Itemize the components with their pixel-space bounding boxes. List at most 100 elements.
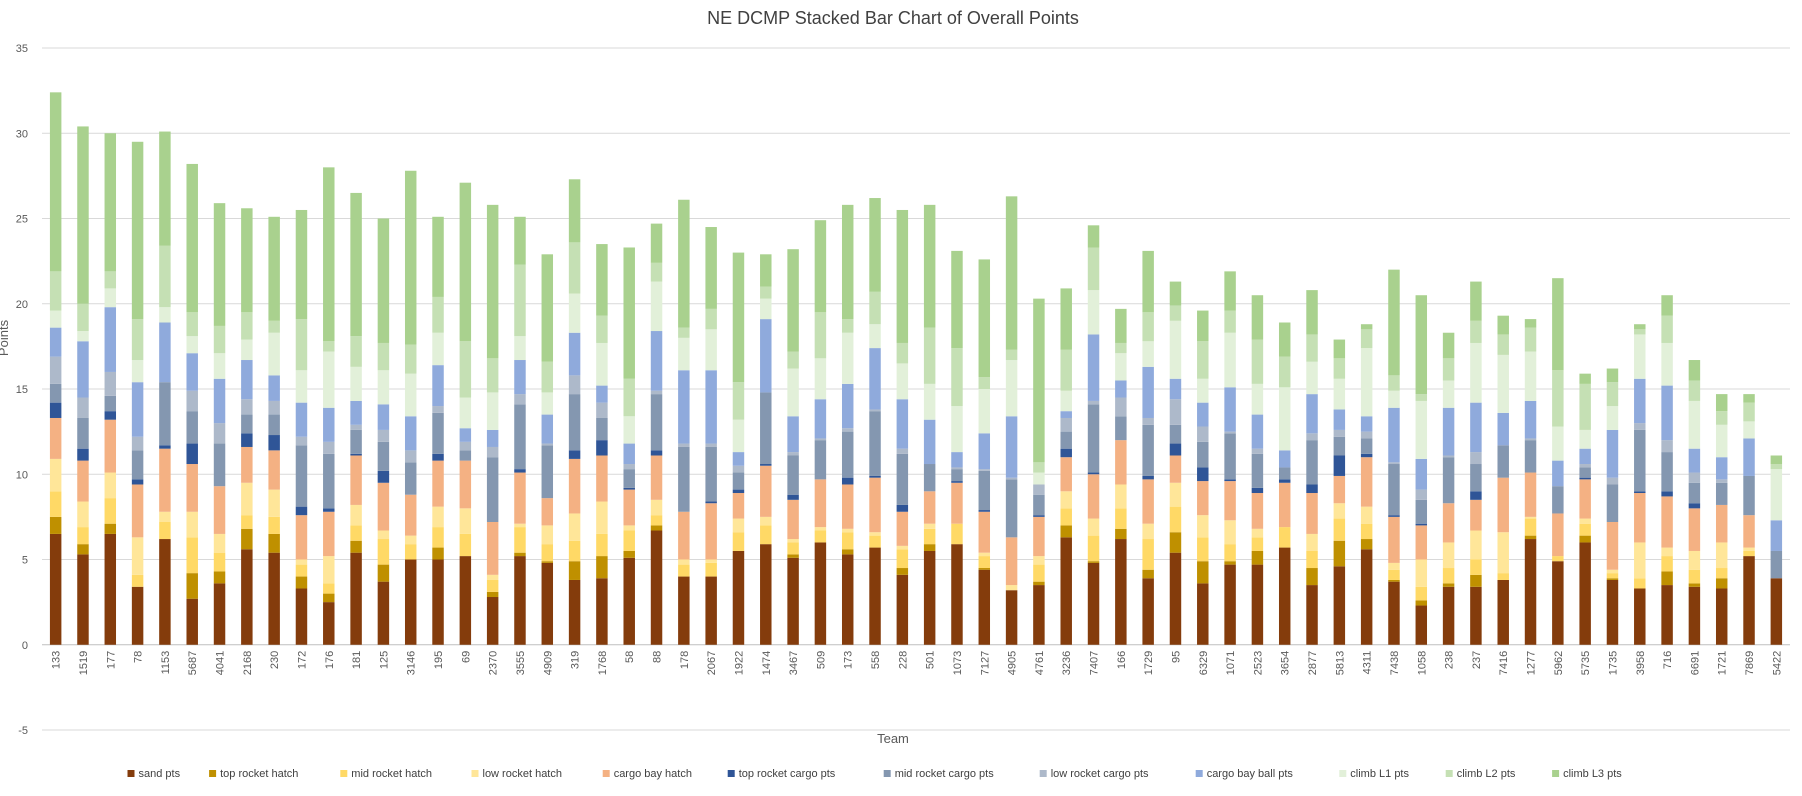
bar-segment [1415,586,1428,601]
bar-segment [186,598,198,645]
bar-segment [1415,400,1428,459]
bar-segment [1497,532,1509,574]
bar-segment [1415,523,1428,526]
bar-segment [159,382,171,446]
bar-segment [131,319,144,361]
bar-stack [678,199,690,645]
legend-label: low rocket cargo pts [1051,768,1149,780]
bar-segment [732,452,745,466]
bar-segment [49,417,62,459]
bar-segment [1634,334,1646,379]
bar-segment [896,511,909,546]
bar-segment [978,552,991,557]
bar-segment [1224,431,1236,434]
bar-segment [1197,481,1209,516]
bar-segment [1005,585,1018,591]
bar-segment [1388,579,1400,582]
bar-segment [77,554,89,645]
legend-label: climb L2 pts [1457,768,1516,780]
bar-segment [541,498,554,526]
bar-segment [1251,564,1264,645]
bar-segment [1497,477,1509,533]
bar-segment [1743,475,1755,516]
bar-segment [1470,464,1482,492]
bar-segment [787,539,799,543]
bar-stack [650,223,663,645]
bar-segment [951,250,963,349]
bar-segment [1388,581,1400,645]
bar-segment [1005,590,1018,645]
bar-segment [1169,506,1182,533]
legend-label: mid rocket cargo pts [895,768,995,780]
bar-segment [1470,452,1482,465]
bar-segment [1415,394,1428,401]
bar-segment [1224,310,1236,333]
bar-segment [159,521,171,540]
bar-segment [1278,322,1291,357]
bar-segment [1169,532,1182,553]
legend-label: sand pts [139,768,181,780]
bar-segment [295,436,308,446]
bar-segment [1442,586,1455,645]
bar-stack [1060,288,1072,645]
bar-segment [1306,334,1318,362]
x-tick-label: 6329 [1198,651,1210,675]
bar-segment [514,336,526,361]
bar-segment [896,209,909,343]
x-tick-label: 166 [1116,651,1128,669]
bar-segment [350,525,362,541]
legend-swatch [1195,770,1203,777]
bar-segment [295,209,308,320]
bar-segment [1579,467,1591,478]
y-tick-label: 25 [16,214,28,226]
bar-segment [1278,450,1291,468]
bar-segment [459,341,472,398]
bar-segment [541,445,554,499]
bar-segment [1743,515,1755,548]
bar-segment [1005,477,1018,480]
bar-segment [404,535,417,545]
bar-stack [1388,269,1400,645]
bar-segment [1688,583,1701,587]
bar-stack [295,209,308,645]
bar-segment [1005,416,1018,478]
y-tick-label: 10 [16,469,28,481]
bar-stack [869,198,881,645]
bar-segment [186,411,198,444]
bar-segment [1388,516,1400,563]
bar-segment [486,591,499,598]
bar-segment [541,544,554,562]
bar-stack [896,209,909,645]
bar-segment [1470,559,1482,575]
bar-segment [1634,588,1646,645]
bar-segment [486,429,499,447]
bar-segment [869,291,881,325]
bar-segment [596,315,608,343]
bar-segment [1442,583,1455,587]
bar-segment [568,332,581,376]
bar-segment [459,533,472,557]
bar-segment [678,370,690,444]
bar-segment [186,511,198,538]
bar-segment [213,443,226,487]
bar-segment [1360,416,1373,432]
bar-segment [1251,537,1264,551]
bar-segment [1415,458,1428,490]
bar-segment [323,407,335,442]
bar-segment [1033,494,1045,516]
bar-segment [1552,513,1564,557]
bar-segment [1251,487,1264,494]
bar-segment [241,339,253,361]
bar-segment [1606,521,1619,570]
bar-stack [787,249,799,645]
bar-segment [1278,467,1291,480]
bar-segment [241,446,253,483]
bar-segment [1251,414,1264,449]
bar-stack [1634,324,1646,645]
bar-segment [1442,455,1455,458]
bar-segment [1634,329,1646,335]
bar-segment [213,552,226,572]
bar-segment [1087,472,1100,475]
bar-segment [1115,416,1127,441]
